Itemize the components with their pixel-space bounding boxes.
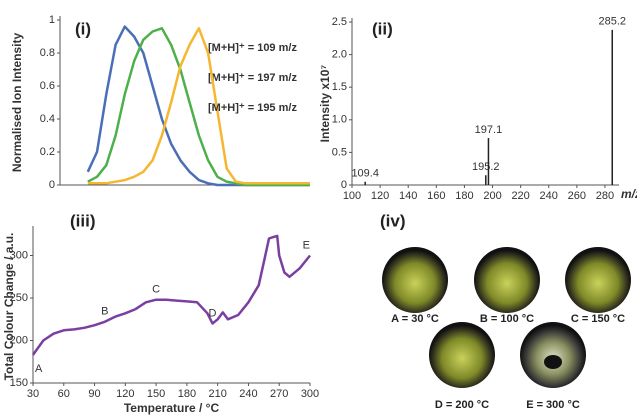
x-axis-label: Temperature / °C [124, 401, 220, 415]
x-tick-label: 240 [540, 190, 558, 202]
peak-label: 197.1 [475, 124, 503, 136]
caption: A = 30 °C [391, 313, 439, 325]
y-tick-label: 0 [341, 179, 347, 191]
y-tick-label: 150 [10, 377, 28, 389]
x-tick-label: 60 [58, 388, 70, 400]
x-tick-label: 280 [596, 190, 614, 202]
y-tick-label: 250 [10, 292, 28, 304]
x-tick-label: 120 [116, 388, 134, 400]
x-tick-label: 30 [27, 388, 39, 400]
peak-label: 285.2 [598, 16, 626, 28]
legend-entry: [M+H]⁺ = 109 m/z [208, 42, 297, 54]
y-tick-label: 0 [49, 179, 55, 191]
photo [565, 247, 631, 313]
annotation: D [209, 307, 217, 319]
caption: D = 200 °C [435, 399, 489, 411]
x-tick-label: 200 [483, 190, 501, 202]
photo [382, 247, 448, 313]
annotation: E [303, 239, 310, 251]
caption: C = 150 °C [571, 313, 625, 325]
x-tick-label: 210 [208, 388, 226, 400]
photo-spot [544, 355, 562, 369]
legend-entry: [M+H]⁺ = 195 m/z [208, 102, 297, 114]
x-tick-label: 90 [88, 388, 100, 400]
series-line [31, 234, 311, 356]
photo [429, 322, 495, 388]
x-axis-label: m/z [621, 187, 637, 201]
x-tick-label: 100 [343, 190, 361, 202]
y-tick-label: 0.5 [332, 146, 347, 158]
panel-label: (iii) [70, 211, 96, 230]
y-tick-label: 0.6 [40, 80, 55, 92]
x-tick-label: 260 [568, 190, 586, 202]
y-tick-label: 300 [10, 249, 28, 261]
annotation: C [152, 284, 160, 296]
y-tick-label: 200 [10, 334, 28, 346]
peak-label: 109.4 [351, 168, 379, 180]
series-line [87, 27, 310, 185]
legend-entry: [M+H]⁺ = 197 m/z [208, 72, 297, 84]
x-tick-label: 240 [239, 388, 257, 400]
x-tick-label: 150 [147, 388, 165, 400]
photos: A = 30 °C B = 100 °C C = 150 °C D = 200 … [380, 211, 631, 411]
panel-label: (iv) [380, 211, 406, 230]
x-tick-label: 180 [455, 190, 473, 202]
peak-label: 195.2 [472, 161, 500, 173]
photo [474, 247, 540, 313]
caption: B = 100 °C [480, 313, 534, 325]
x-tick-label: 140 [399, 190, 417, 202]
x-tick-label: 180 [178, 388, 196, 400]
y-axis-label: Total Colour Change / a.u. [2, 233, 16, 381]
y-tick-label: 1.0 [332, 114, 347, 126]
x-tick-label: 270 [270, 388, 288, 400]
x-tick-label: 300 [301, 388, 319, 400]
y-axis-label: Normalised Ion Intensity [10, 32, 24, 172]
annotation: B [101, 306, 108, 318]
x-tick-label: 160 [427, 190, 445, 202]
y-axis-label: Intensity x10⁷ [318, 65, 332, 143]
y-tick-label: 1.5 [332, 81, 347, 93]
x-tick-label: 120 [371, 190, 389, 202]
annotation: A [35, 363, 43, 375]
y-tick-label: 2.0 [332, 49, 347, 61]
y-tick-label: 0.4 [40, 113, 55, 125]
panel-label: (i) [75, 19, 91, 38]
x-tick-label: 220 [511, 190, 529, 202]
panel-label: (ii) [372, 19, 393, 38]
y-tick-label: 1 [49, 14, 55, 26]
caption: E = 300 °C [526, 399, 580, 411]
y-tick-label: 0.8 [40, 47, 55, 59]
y-tick-label: 2.5 [332, 16, 347, 28]
series-line [87, 27, 310, 187]
y-tick-label: 0.2 [40, 146, 55, 158]
